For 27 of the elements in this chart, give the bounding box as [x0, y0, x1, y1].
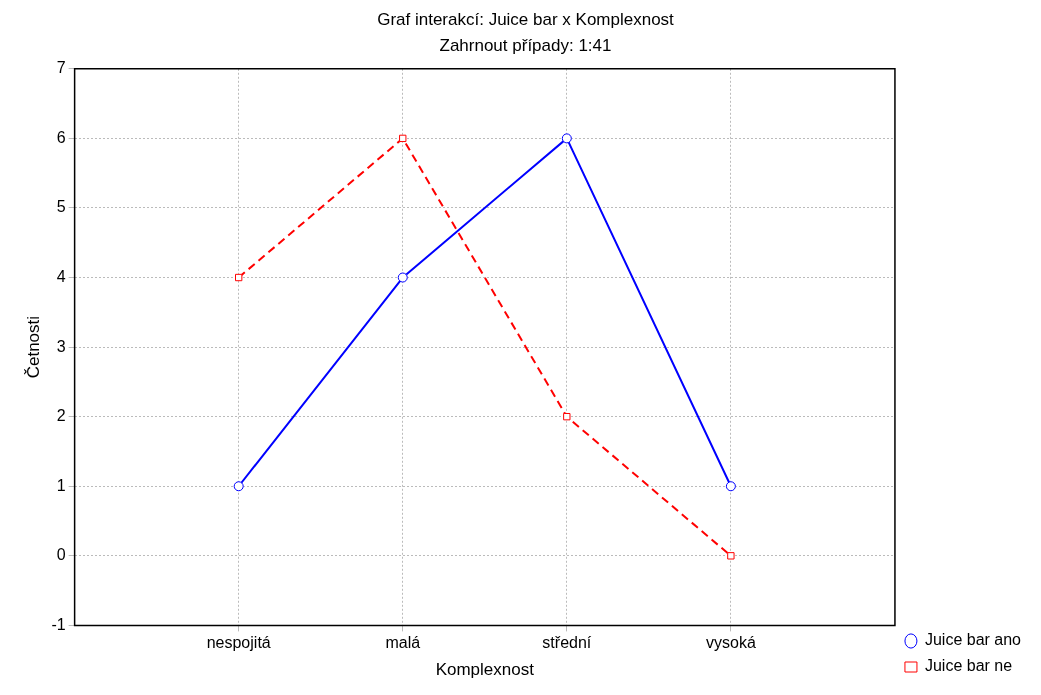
- y-tick-label: -1: [51, 615, 66, 633]
- y-tick-label: 5: [56, 198, 66, 216]
- legend-label: Juice bar ano: [924, 631, 1022, 649]
- y-tick-label: 1: [56, 476, 66, 494]
- x-tick-label: vysoká: [705, 634, 756, 652]
- y-tick-label: 2: [56, 407, 66, 425]
- y-tick-label: 3: [56, 337, 66, 355]
- chart-subtitle: Zahrnout případy: 1:41: [439, 36, 612, 56]
- y-tick-label: 0: [56, 546, 66, 564]
- point: [563, 412, 571, 421]
- x-tick-label: malá: [385, 634, 421, 652]
- x-tick-label: nespojitá: [206, 634, 271, 652]
- point: [725, 481, 736, 492]
- chart-title: Graf interakcí: Juice bar x Komplexnost: [377, 9, 675, 29]
- point: [235, 273, 243, 282]
- x-axis-title: Komplexnost: [435, 660, 535, 680]
- y-tick-label: 7: [56, 59, 66, 77]
- y-tick-label: 6: [56, 128, 66, 146]
- legend-label: Juice bar ne: [924, 657, 1013, 675]
- point: [397, 272, 408, 283]
- point: [399, 134, 407, 143]
- y-axis-title: Četnosti: [23, 315, 43, 379]
- x-tick-label: střední: [542, 634, 592, 652]
- point: [727, 552, 735, 560]
- point: [233, 481, 244, 492]
- y-tick-label: 4: [56, 267, 66, 285]
- point: [561, 133, 572, 144]
